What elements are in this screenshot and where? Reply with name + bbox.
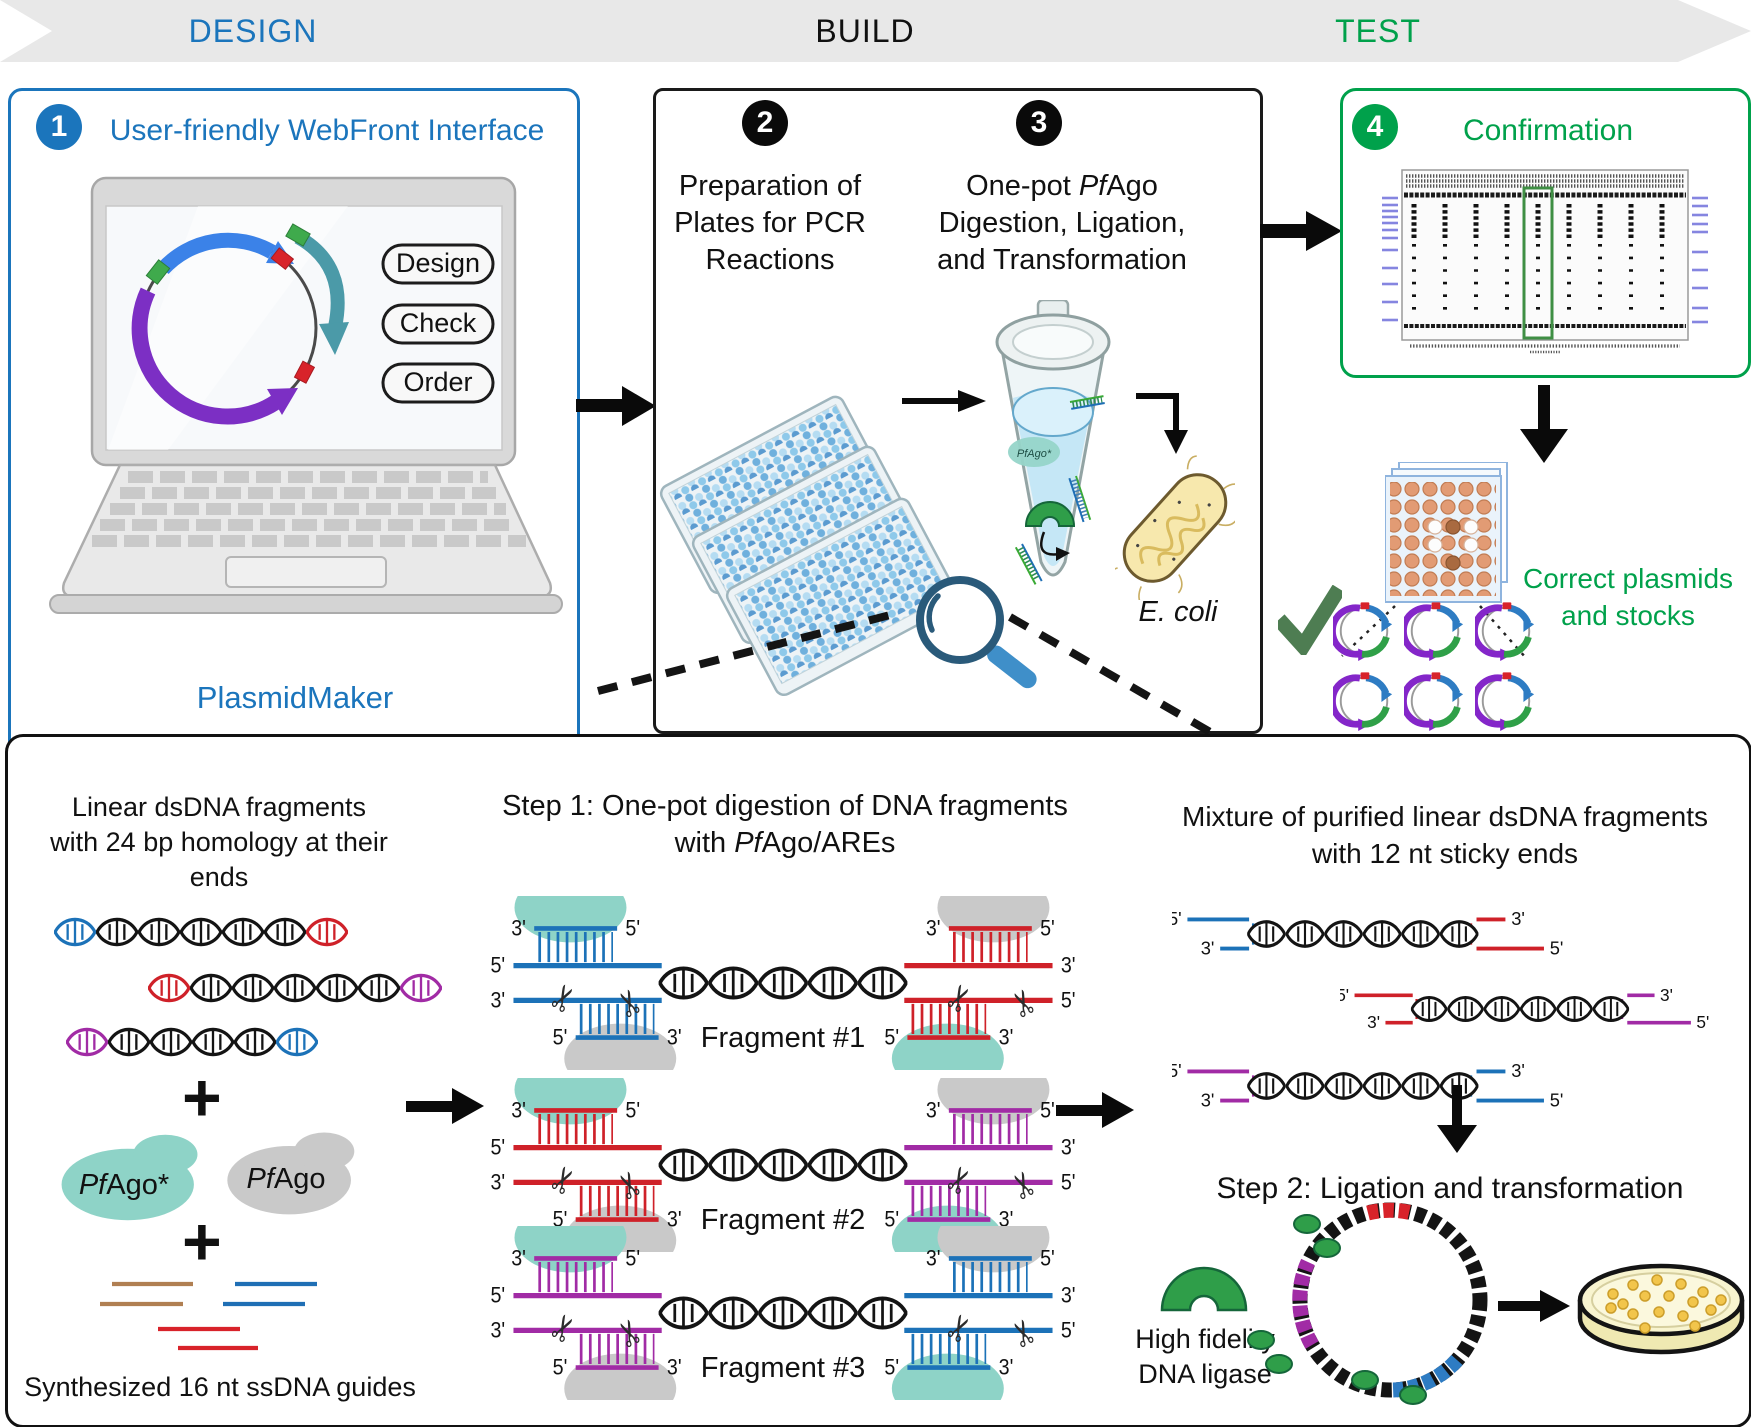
pfago-star-blob: PfAgo* [61, 1134, 198, 1221]
ssdna-guides-icon [100, 1281, 317, 1351]
alignment-plot [1382, 169, 1708, 354]
sticky-fragment-3 [1172, 1052, 1596, 1120]
svg-text:PfAgo: PfAgo [246, 1163, 325, 1195]
mixture-title: Mixture of purified linear dsDNA fragmen… [1182, 801, 1708, 869]
step-badge-4: 4 [1352, 104, 1398, 150]
design-button-label: Design [396, 248, 480, 278]
dsdna-helix-3 [66, 1027, 318, 1057]
plasmid-icon [1333, 670, 1395, 732]
sticky-fragment-1 [1172, 900, 1596, 968]
plasmid-map [131, 223, 349, 425]
laptop-illustration: Design Check Order [49, 176, 563, 614]
plasmid-icon [1333, 600, 1395, 662]
plus-sign: + [182, 1204, 222, 1280]
alignment-highlight-box [1522, 186, 1554, 340]
magnifier-icon [916, 576, 1037, 689]
fragment-2-label: Fragment #2 [700, 1204, 866, 1236]
petri-dish-icon [1577, 1263, 1745, 1355]
order-button[interactable] [381, 362, 495, 404]
plasmidmaker-caption: PlasmidMaker [196, 680, 394, 715]
arrow-to-mixture [1056, 1092, 1134, 1128]
fragment-1-label: Fragment #1 [700, 1022, 866, 1054]
ecoli-icon [1115, 455, 1235, 600]
step2-title: Preparation of Plates for PCR Reactions [674, 170, 866, 276]
test-panel-title: Confirmation [1462, 114, 1634, 147]
arrow-design-to-build [576, 386, 656, 426]
plus-sign: + [182, 1060, 222, 1136]
check-button-label: Check [400, 308, 477, 338]
step1-title: Step 1: One-pot digestion of DNA fragmen… [502, 790, 1068, 859]
arrow-to-step2 [1437, 1085, 1477, 1153]
pfago-enzyme-icon [1024, 501, 1076, 527]
plasmid-icon [1404, 600, 1466, 662]
design-panel-title: User-friendly WebFront Interface [109, 114, 545, 147]
step-badge-3: 3 [1016, 100, 1062, 146]
zoom-callout-lines [596, 611, 1214, 737]
arrow-test-to-results [1520, 385, 1568, 463]
step3-title: One-pot PfAgo Digestion, Ligation, and T… [937, 170, 1187, 276]
dsdna-helix-1 [54, 917, 348, 947]
arrow-plates-to-tube [902, 390, 986, 412]
pfago-blob: PfAgo [227, 1132, 355, 1215]
design-button[interactable] [381, 243, 495, 285]
banner-label-design: DESIGN [188, 13, 318, 49]
sticky-fragment-2 [1340, 977, 1740, 1041]
step2-title-bottom: Step 2: Ligation and transformation [1216, 1172, 1684, 1205]
arrow-build-to-test [1260, 211, 1342, 251]
plasmid-icon [1475, 670, 1537, 732]
arrow-tube-to-ecoli [1136, 393, 1188, 454]
tube-enzyme-label: PfAgo* [1017, 448, 1052, 460]
plate-to-plasmids-connectors [1341, 605, 1527, 659]
arrow-to-petri-dish [1498, 1290, 1570, 1322]
order-button-label: Order [403, 367, 472, 397]
banner-label-test: TEST [1335, 13, 1421, 49]
step-badge-1: 1 [36, 104, 82, 150]
pcr-plates-icon [659, 395, 960, 697]
guides-caption: Synthesized 16 nt ssDNA guides [24, 1372, 416, 1402]
results-caption: Correct plasmids and stocks [1522, 563, 1734, 631]
banner-label-build: BUILD [815, 13, 915, 49]
phase-banner [0, 0, 1751, 62]
linear-fragments-title: Linear dsDNA fragments with 24 bp homolo… [50, 792, 388, 892]
fragment-3-label: Fragment #3 [700, 1352, 866, 1384]
ligase-icon [1160, 1266, 1248, 1312]
colony-plate-icon [1385, 462, 1508, 603]
ligated-plasmid-ring [1247, 1202, 1488, 1405]
checkmark-icon [1278, 585, 1342, 655]
step-badge-2: 2 [742, 100, 788, 146]
arrow-to-step1 [406, 1088, 484, 1124]
plasmid-icon [1404, 670, 1466, 732]
reaction-tube-icon: PfAgo* [995, 300, 1111, 585]
laptop-trackpad [225, 556, 387, 588]
dsdna-helix-2 [148, 973, 442, 1003]
ecoli-label: E. coli [1138, 596, 1218, 628]
svg-text:PfAgo*: PfAgo* [79, 1169, 169, 1201]
check-button[interactable] [381, 303, 495, 345]
